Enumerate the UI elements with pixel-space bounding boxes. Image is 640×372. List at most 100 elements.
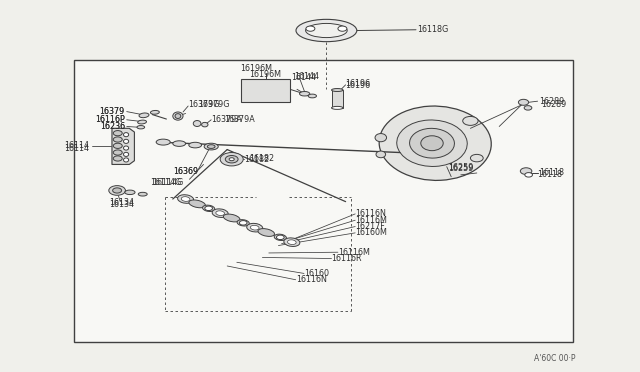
Ellipse shape [189,200,205,208]
Circle shape [225,155,238,163]
Ellipse shape [202,122,208,127]
Text: 16289: 16289 [539,97,564,106]
Text: 16118: 16118 [539,169,564,177]
Circle shape [113,131,122,136]
Ellipse shape [189,142,202,148]
Text: A'60C 00·P: A'60C 00·P [534,354,576,363]
Text: 16134: 16134 [109,200,134,209]
Ellipse shape [139,113,149,118]
Ellipse shape [223,214,240,222]
Ellipse shape [181,197,190,201]
Circle shape [520,168,532,174]
Ellipse shape [207,145,215,148]
Circle shape [524,106,532,110]
Circle shape [338,26,347,31]
Circle shape [109,186,125,195]
Text: 16196M: 16196M [240,64,272,73]
Circle shape [470,154,483,162]
Circle shape [113,156,122,161]
Ellipse shape [124,153,129,157]
Text: 16236: 16236 [100,122,125,131]
Polygon shape [112,128,134,164]
Ellipse shape [212,209,228,218]
Circle shape [229,158,234,161]
Circle shape [205,206,212,211]
Ellipse shape [204,143,218,150]
Text: 16259: 16259 [448,163,474,172]
Ellipse shape [379,106,492,180]
Ellipse shape [124,140,129,144]
Text: 16379: 16379 [100,107,125,116]
Ellipse shape [124,133,129,137]
Text: 16116M: 16116M [338,248,370,257]
Circle shape [113,150,122,155]
Ellipse shape [193,121,201,126]
Circle shape [113,188,122,193]
Ellipse shape [308,94,317,98]
Text: 16196M: 16196M [250,70,282,79]
Ellipse shape [274,234,287,241]
Text: 16236: 16236 [100,122,125,131]
Text: 16116N: 16116N [355,209,386,218]
Circle shape [525,173,532,177]
Ellipse shape [250,225,259,230]
Text: 16182: 16182 [250,154,275,163]
Ellipse shape [284,238,300,247]
Ellipse shape [410,128,454,158]
Circle shape [113,143,122,148]
Text: 16116P: 16116P [95,115,125,124]
Ellipse shape [173,112,183,120]
Circle shape [113,137,122,142]
Bar [332,90,343,108]
Text: 16144: 16144 [291,73,316,81]
Circle shape [220,153,243,166]
Text: 16160M: 16160M [355,228,387,237]
Text: 16118G: 16118G [417,25,449,34]
Ellipse shape [137,126,145,129]
Ellipse shape [150,110,159,114]
Text: 16114: 16114 [65,141,90,150]
Text: 16134: 16134 [109,198,134,207]
Ellipse shape [258,229,275,236]
Circle shape [239,221,247,225]
Circle shape [306,26,315,31]
Text: 16182: 16182 [244,155,269,164]
Text: 16144: 16144 [294,72,319,81]
Ellipse shape [376,151,386,158]
Text: 16379: 16379 [100,107,125,116]
Circle shape [518,99,529,105]
Ellipse shape [332,89,343,92]
Ellipse shape [306,23,347,38]
Text: 16379A: 16379A [211,115,242,124]
Ellipse shape [287,240,296,244]
Ellipse shape [156,139,170,145]
Text: 16196: 16196 [346,79,371,88]
Ellipse shape [173,141,186,147]
Text: 16259: 16259 [448,164,474,173]
Text: 16116P: 16116P [95,115,125,124]
Ellipse shape [216,211,225,215]
Ellipse shape [375,134,387,142]
Text: 16379A: 16379A [224,115,255,124]
Text: 16196: 16196 [346,81,371,90]
Ellipse shape [138,192,147,196]
Text: 16118: 16118 [538,170,563,179]
Ellipse shape [175,114,181,119]
Text: 16369: 16369 [173,167,198,176]
Ellipse shape [246,223,263,232]
Text: 16116M: 16116M [355,216,387,225]
Ellipse shape [138,120,147,124]
Text: 16160: 16160 [304,269,329,278]
Text: 16114: 16114 [65,144,90,153]
Circle shape [463,116,478,125]
Text: 16114G: 16114G [152,178,183,187]
Circle shape [276,235,284,240]
Text: 16116N: 16116N [296,275,326,284]
Text: 16289: 16289 [541,100,566,109]
Text: 16116R: 16116R [332,254,362,263]
Bar [241,79,290,102]
Ellipse shape [300,92,310,96]
Ellipse shape [125,190,135,195]
Ellipse shape [124,146,129,150]
Text: 16114G: 16114G [150,178,182,187]
